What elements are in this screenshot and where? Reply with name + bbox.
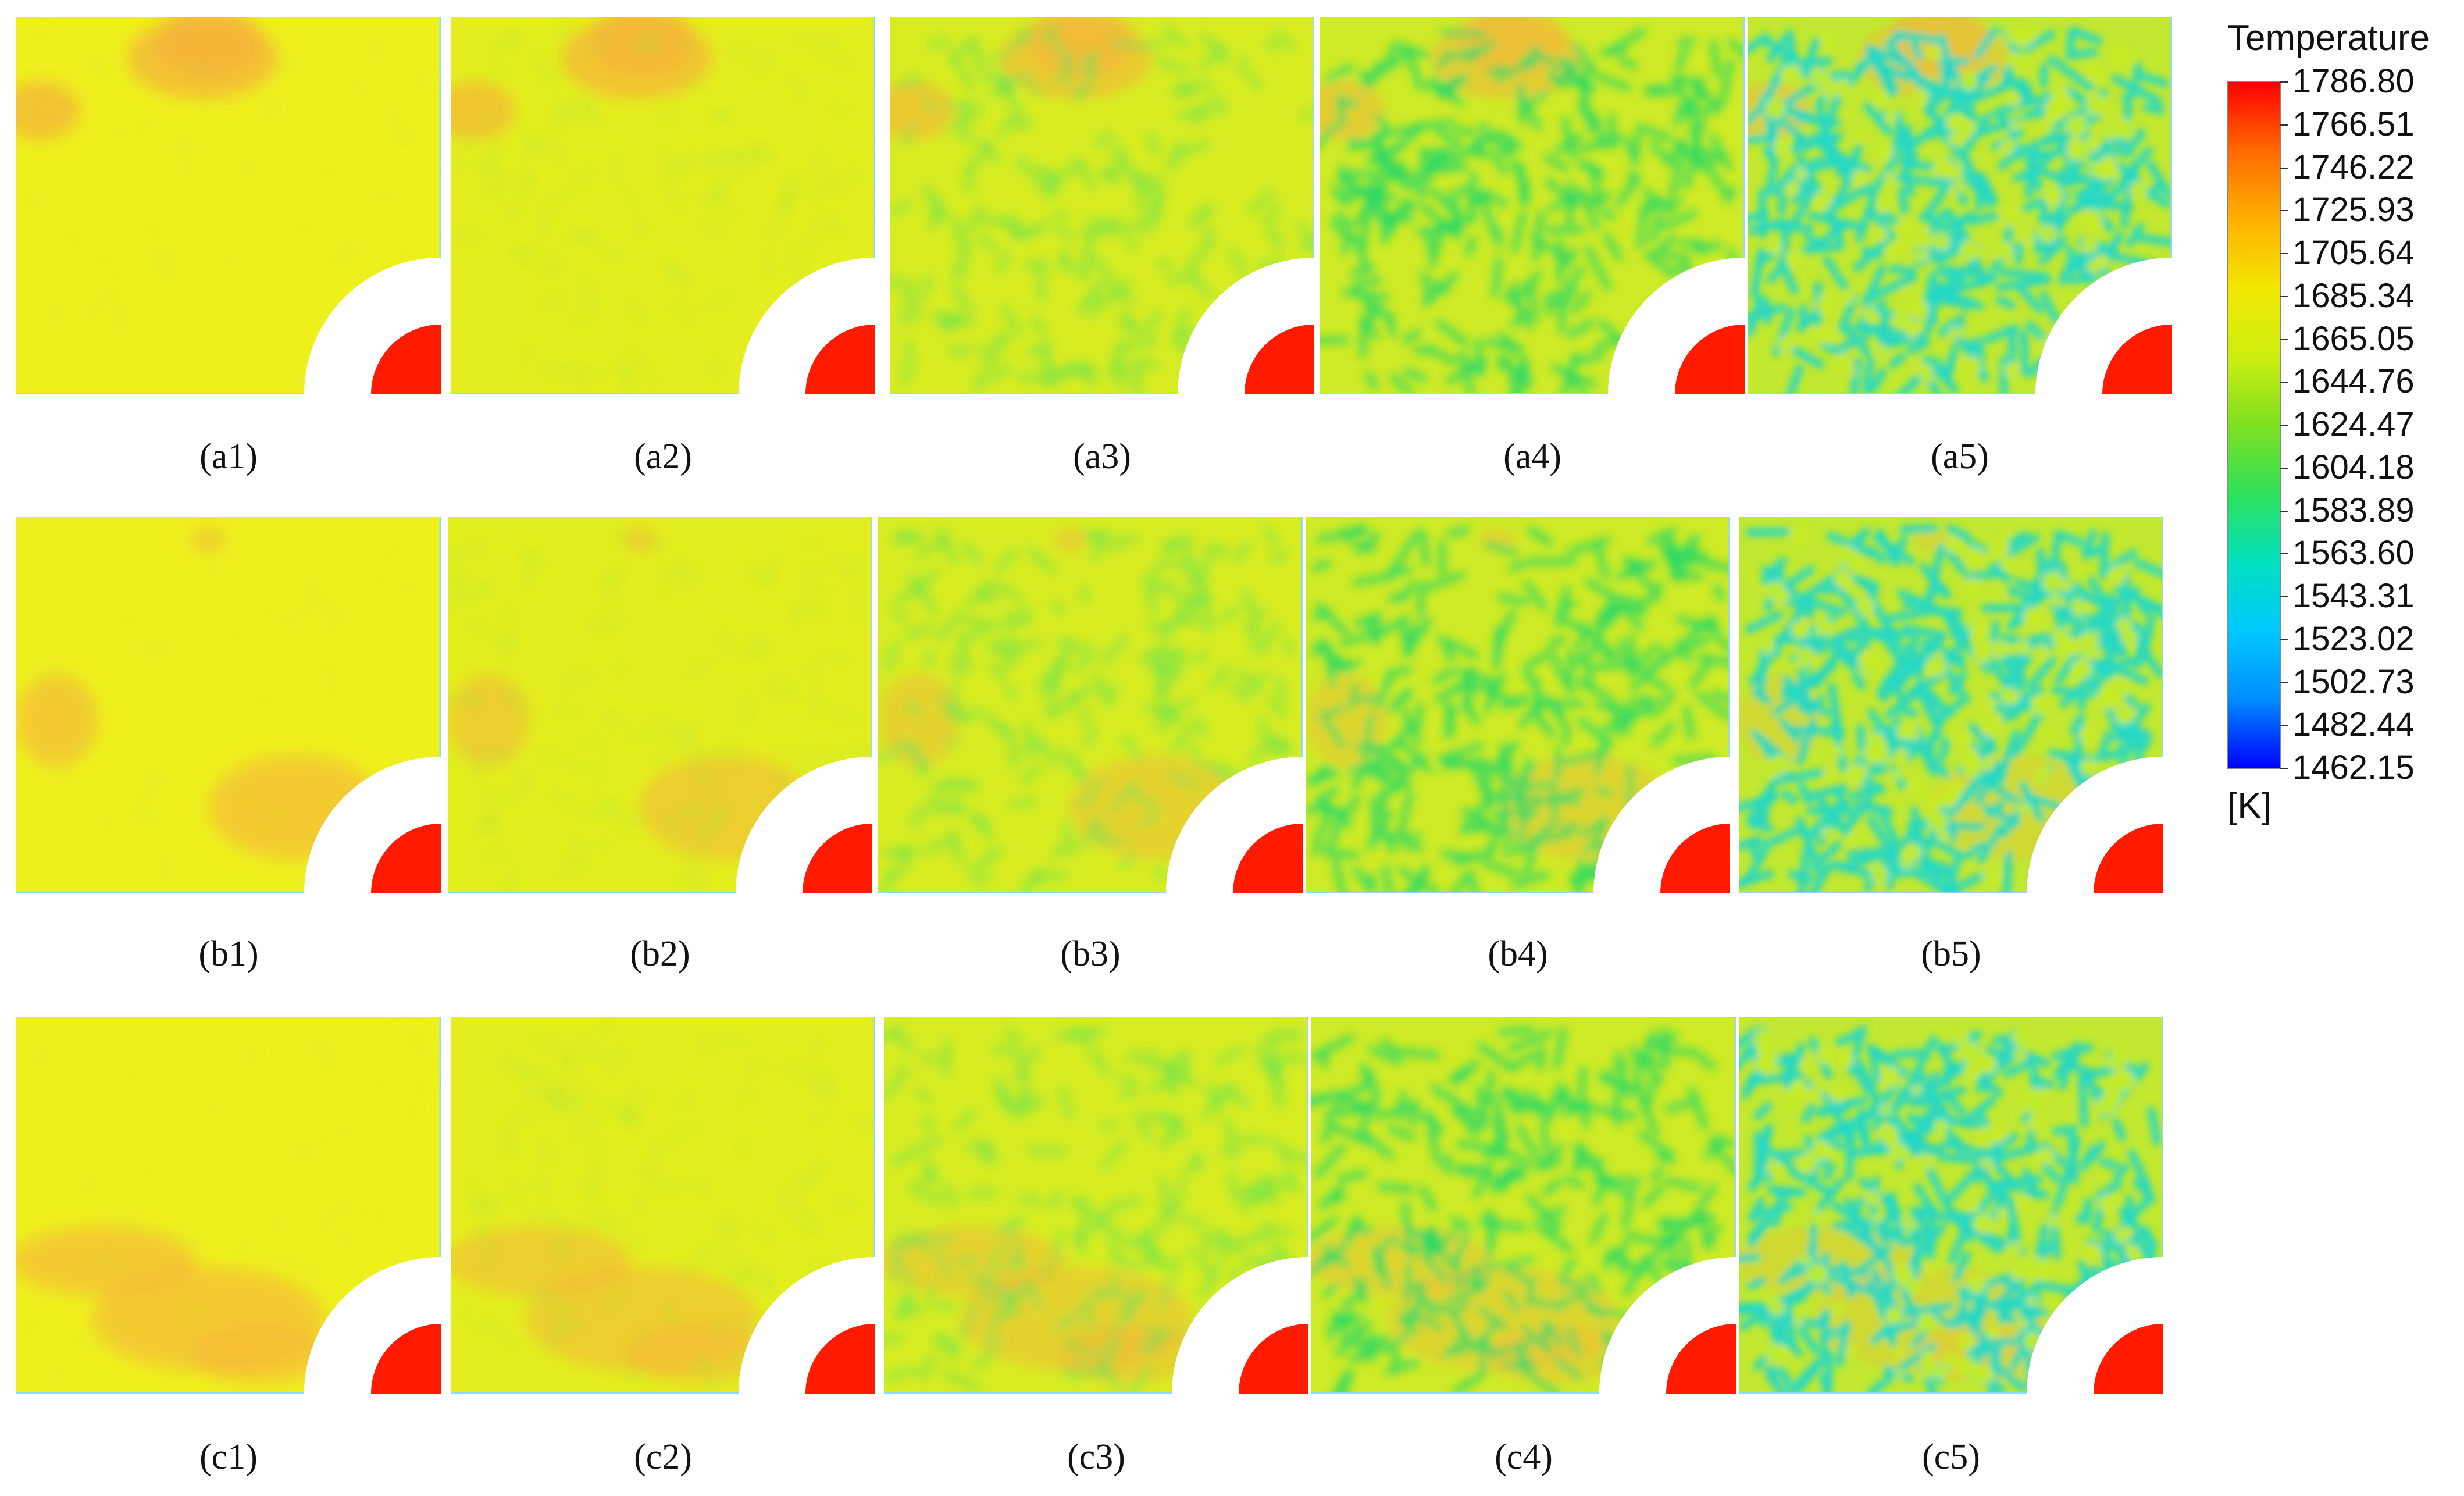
contour-panel (1739, 517, 2163, 893)
panel-caption: (c1) (199, 1437, 258, 1477)
legend-tick-label: 1685.34 (2292, 276, 2415, 315)
panel-caption: (c5) (1922, 1437, 1980, 1477)
panel-caption: (a1) (199, 437, 258, 476)
legend-tick-label: 1644.76 (2292, 362, 2415, 401)
legend-tick-mark (2280, 81, 2288, 83)
contour-panel (16, 517, 441, 893)
contour-panel (890, 17, 1314, 394)
legend-tick-label: 1482.44 (2292, 706, 2415, 744)
legend-tick-label: 1604.18 (2292, 448, 2415, 486)
contour-panel (878, 517, 1303, 893)
legend-tick-mark (2280, 339, 2288, 340)
legend-title: Temperature (2227, 18, 2430, 58)
contour-panel (448, 517, 872, 893)
legend-tick-mark (2280, 467, 2288, 469)
contour-panel (1320, 17, 1745, 394)
legend-tick-label: 1523.02 (2292, 619, 2415, 658)
legend-tick-label: 1543.31 (2292, 577, 2415, 615)
legend-tick-label: 1502.73 (2292, 662, 2415, 701)
legend-tick-label: 1766.51 (2292, 105, 2415, 143)
legend-tick-mark (2280, 425, 2288, 426)
legend-tick-label: 1665.05 (2292, 319, 2415, 358)
panel-caption: (a3) (1073, 437, 1131, 476)
legend-tick-mark (2280, 553, 2288, 555)
legend-tick-mark (2280, 768, 2288, 769)
contour-panel (884, 1017, 1308, 1394)
contour-panel (1739, 1017, 2163, 1394)
legend-tick-mark (2280, 382, 2288, 383)
legend-tick-label: 1786.80 (2292, 62, 2415, 100)
legend-tick-label: 1624.47 (2292, 405, 2415, 443)
legend-unit: [K] (2227, 786, 2272, 826)
legend-tick-mark (2280, 295, 2288, 297)
contour-panel (16, 17, 441, 394)
panel-caption: (b2) (630, 934, 690, 974)
contour-panel (16, 1017, 441, 1394)
legend-tick-mark (2280, 253, 2288, 254)
panel-caption: (a2) (634, 437, 692, 476)
legend-colorbar (2227, 81, 2281, 769)
panel-caption: (a4) (1503, 437, 1561, 476)
legend-tick-label: 1583.89 (2292, 491, 2415, 529)
panel-caption: (b4) (1488, 934, 1548, 974)
legend-tick-mark (2280, 639, 2288, 640)
legend-tick-label: 1746.22 (2292, 148, 2415, 186)
contour-panel (1748, 17, 2172, 394)
contour-panel (451, 17, 875, 394)
legend-tick-mark (2280, 167, 2288, 169)
legend-tick-label: 1462.15 (2292, 749, 2415, 786)
legend-tick-label: 1705.64 (2292, 234, 2415, 272)
legend-tick-mark (2280, 510, 2288, 512)
contour-panel (451, 1017, 875, 1394)
legend-tick-mark (2280, 682, 2288, 683)
contour-panel (1311, 1017, 1736, 1394)
legend-tick-label: 1563.60 (2292, 534, 2415, 572)
legend-tick-mark (2280, 725, 2288, 726)
panel-caption: (b3) (1060, 934, 1121, 974)
panel-caption: (c2) (634, 1437, 692, 1477)
legend-tick-mark (2280, 210, 2288, 212)
legend-tick-mark (2280, 596, 2288, 597)
legend-tick-mark (2280, 124, 2288, 126)
panel-caption: (b5) (1921, 934, 1981, 974)
panel-caption: (b1) (198, 934, 259, 974)
panel-caption: (c3) (1067, 1437, 1125, 1477)
contour-panel (1306, 517, 1730, 893)
panel-caption: (c4) (1495, 1437, 1553, 1477)
legend-tick-label: 1725.93 (2292, 191, 2415, 229)
panel-caption: (a5) (1931, 437, 1989, 476)
